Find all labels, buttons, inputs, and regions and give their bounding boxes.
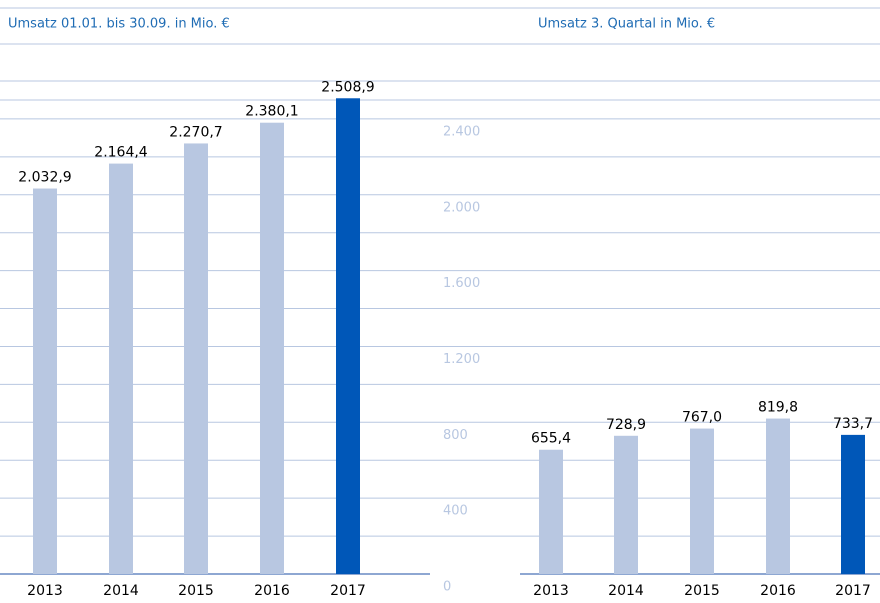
data-label: 655,4 — [531, 431, 571, 447]
x-tick-label: 2016 — [760, 583, 796, 599]
data-label: 2.164,4 — [94, 145, 148, 161]
bar — [336, 98, 360, 575]
x-tick-label: 2015 — [684, 583, 720, 599]
chart-title: Umsatz 3. Quartal in Mio. € — [538, 17, 715, 32]
bar — [33, 188, 57, 574]
data-label: 2.380,1 — [245, 104, 298, 120]
x-tick-label: 2013 — [27, 583, 63, 599]
bar — [841, 434, 865, 574]
x-tick-label: 2014 — [608, 583, 644, 599]
bar — [614, 435, 638, 574]
x-tick-label: 2013 — [533, 583, 569, 599]
y-tick-label: 800 — [443, 428, 468, 443]
y-tick-label: 400 — [443, 504, 468, 519]
y-tick-label: 0 — [443, 580, 451, 595]
y-tick-label: 1.600 — [443, 276, 480, 291]
data-label: 2.270,7 — [169, 124, 222, 140]
bar — [184, 143, 208, 574]
data-label: 819,8 — [758, 400, 798, 416]
x-tick-label: 2014 — [103, 583, 139, 599]
x-tick-label: 2017 — [330, 583, 366, 599]
y-tick-label: 1.200 — [443, 352, 480, 367]
bar — [690, 428, 714, 574]
bar — [109, 163, 133, 574]
y-tick-label: 2.000 — [443, 200, 480, 215]
x-tick-label: 2017 — [835, 583, 871, 599]
bar — [539, 449, 563, 574]
bar — [260, 122, 284, 575]
chart-title: Umsatz 01.01. bis 30.09. in Mio. € — [8, 17, 230, 32]
data-label: 2.508,9 — [321, 79, 374, 95]
bar — [766, 418, 790, 574]
data-label: 728,9 — [606, 417, 646, 433]
data-label: 733,7 — [833, 416, 873, 432]
y-tick-label: 2.400 — [443, 124, 480, 139]
x-tick-label: 2015 — [178, 583, 214, 599]
x-tick-label: 2016 — [254, 583, 290, 599]
data-label: 767,0 — [682, 410, 722, 426]
data-label: 2.032,9 — [18, 170, 71, 186]
